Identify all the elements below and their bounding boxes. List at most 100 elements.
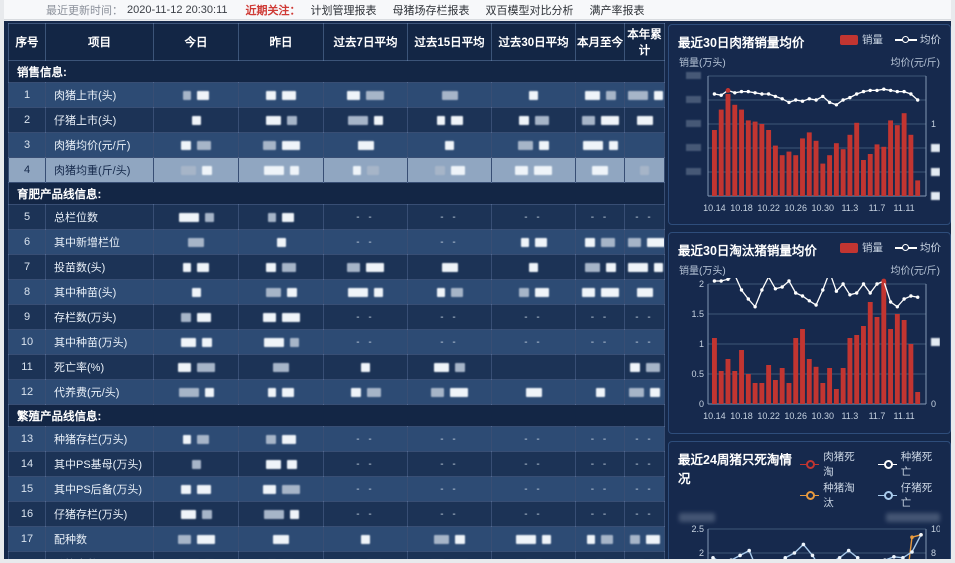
table-row[interactable]: 7 投苗数(头) bbox=[8, 254, 665, 280]
redacted-value bbox=[581, 287, 595, 297]
redacted-value bbox=[628, 90, 648, 100]
legend-item-2[interactable]: 种猪淘汰 bbox=[800, 480, 863, 510]
table-cell: - - bbox=[491, 426, 576, 452]
line-point bbox=[739, 288, 744, 292]
empty-dash: - - bbox=[590, 459, 610, 470]
row-label: 其中PS后备(万头) bbox=[45, 476, 154, 502]
redacted-value bbox=[581, 115, 595, 125]
chart-canvas: 2.510281.56140.52 bbox=[691, 524, 940, 559]
x-tick: 10.22 bbox=[757, 411, 780, 421]
table-cell: - - bbox=[491, 451, 576, 477]
table-row[interactable]: 4 肉猪均重(斤/头) bbox=[8, 157, 665, 183]
report-link-2[interactable]: 双百模型对比分析 bbox=[485, 4, 574, 17]
bar bbox=[725, 94, 731, 196]
redacted-value bbox=[196, 534, 215, 544]
legend-item-3[interactable]: 仔猪死亡 bbox=[877, 480, 941, 510]
table-cell: - - bbox=[575, 476, 625, 502]
line-point bbox=[719, 93, 723, 97]
redacted-value bbox=[584, 90, 600, 100]
column-header: 本年累计 bbox=[624, 23, 665, 61]
table-row[interactable]: 18分娩窝数 bbox=[8, 551, 665, 559]
empty-dash: - - bbox=[356, 434, 375, 445]
table-row[interactable]: 6 其中新增栏位 - - - - bbox=[8, 229, 665, 255]
row-number: 14 bbox=[8, 451, 46, 477]
redacted-value bbox=[357, 140, 374, 150]
table-row[interactable]: 3 肉猪均价(元/斤) bbox=[8, 132, 665, 158]
table-row[interactable]: 14 其中PS基母(万头) - - - - - - - - - - bbox=[8, 451, 665, 477]
report-link-3[interactable]: 满产率报表 bbox=[589, 4, 645, 17]
redacted-value bbox=[582, 140, 603, 150]
table-cell bbox=[323, 157, 408, 183]
table-cell bbox=[238, 157, 324, 183]
table-row[interactable]: 10 其中种苗(万头) - - - - - - - - - - bbox=[8, 329, 665, 355]
bar bbox=[833, 143, 839, 196]
table-row[interactable]: 9 存栏数(万头) - - - - - - - - - - bbox=[8, 304, 665, 330]
redacted-value bbox=[587, 534, 595, 544]
line-point bbox=[712, 279, 717, 283]
redacted-value bbox=[445, 140, 454, 150]
table-row[interactable]: 11 死亡率(%) bbox=[8, 354, 665, 380]
legend-sales[interactable]: 销量 bbox=[840, 240, 883, 255]
legend-sales-label: 销量 bbox=[862, 34, 883, 46]
row-number: 7 bbox=[8, 254, 46, 280]
report-link-0[interactable]: 计划管理报表 bbox=[310, 4, 377, 17]
section-row[interactable]: 育肥产品线信息: bbox=[8, 182, 665, 205]
report-link-1[interactable]: 母猪场存栏报表 bbox=[392, 4, 470, 17]
redacted-value bbox=[515, 165, 528, 175]
redacted-value bbox=[265, 287, 281, 297]
table-cell: - - bbox=[407, 451, 492, 477]
row-number: 1 bbox=[8, 82, 46, 108]
redacted-value bbox=[534, 237, 547, 247]
bar bbox=[806, 132, 812, 196]
section-row[interactable]: 繁殖产品线信息: bbox=[8, 404, 665, 427]
line-point bbox=[861, 89, 866, 94]
bar bbox=[793, 155, 799, 196]
table-row[interactable]: 15 其中PS后备(万头) - - - - - - - - - - bbox=[8, 476, 665, 502]
line-point bbox=[895, 89, 899, 94]
table-row[interactable]: 5 总栏位数 - - - - - - - - - - bbox=[8, 204, 665, 230]
line-point bbox=[821, 288, 825, 292]
redacted-value bbox=[201, 165, 212, 175]
redacted-value bbox=[450, 115, 463, 125]
legend-avg-price[interactable]: 均价 bbox=[895, 240, 941, 255]
table-row[interactable]: 13 种猪存栏(万头) - - - - - - - - - - bbox=[8, 426, 665, 452]
legend-avg-price[interactable]: 均价 bbox=[895, 32, 941, 47]
line-point bbox=[875, 282, 879, 286]
legend-sales[interactable]: 销量 bbox=[840, 32, 883, 47]
redacted-value bbox=[366, 165, 379, 175]
table-row[interactable]: 17 配种数 bbox=[8, 526, 665, 552]
bar bbox=[874, 144, 880, 196]
redacted-value bbox=[263, 509, 284, 519]
table-row[interactable]: 1 肉猪上市(头) bbox=[8, 82, 665, 108]
table-row[interactable]: 12 代养费(元/头) bbox=[8, 379, 665, 405]
table-row[interactable]: 2 仔猪上市(头) bbox=[8, 107, 665, 133]
legend-item-1[interactable]: 种猪死亡 bbox=[877, 449, 941, 479]
redacted-tick bbox=[686, 144, 701, 151]
table-cell: - - bbox=[624, 451, 665, 477]
table-row[interactable]: 16 仔猪存栏(万头) - - - - - - - - - - bbox=[8, 501, 665, 527]
redacted-value bbox=[281, 484, 300, 494]
line-point bbox=[780, 97, 784, 101]
redacted-value bbox=[262, 484, 276, 494]
table-cell bbox=[407, 354, 492, 380]
line-point bbox=[766, 92, 771, 96]
avg-price-line bbox=[714, 88, 919, 106]
line-point bbox=[787, 279, 791, 283]
bar bbox=[766, 365, 772, 404]
line-point bbox=[738, 553, 742, 558]
table-cell: - - bbox=[323, 451, 408, 477]
redacted-value bbox=[181, 312, 191, 322]
bar bbox=[894, 314, 900, 404]
line-point bbox=[895, 305, 899, 309]
table-row[interactable]: 8 其中种苗(头) bbox=[8, 279, 665, 305]
redacted-value bbox=[197, 140, 211, 150]
section-row[interactable]: 销售信息: bbox=[8, 60, 665, 83]
table-cell bbox=[407, 132, 492, 158]
redacted-value bbox=[584, 262, 600, 272]
table-cell bbox=[624, 279, 665, 305]
line-point bbox=[910, 550, 914, 554]
legend-item-0[interactable]: 肉猪死淘 bbox=[800, 449, 863, 479]
redacted-value bbox=[201, 337, 212, 347]
table-cell: - - bbox=[624, 304, 665, 330]
row-label: 分娩窝数 bbox=[45, 551, 154, 559]
